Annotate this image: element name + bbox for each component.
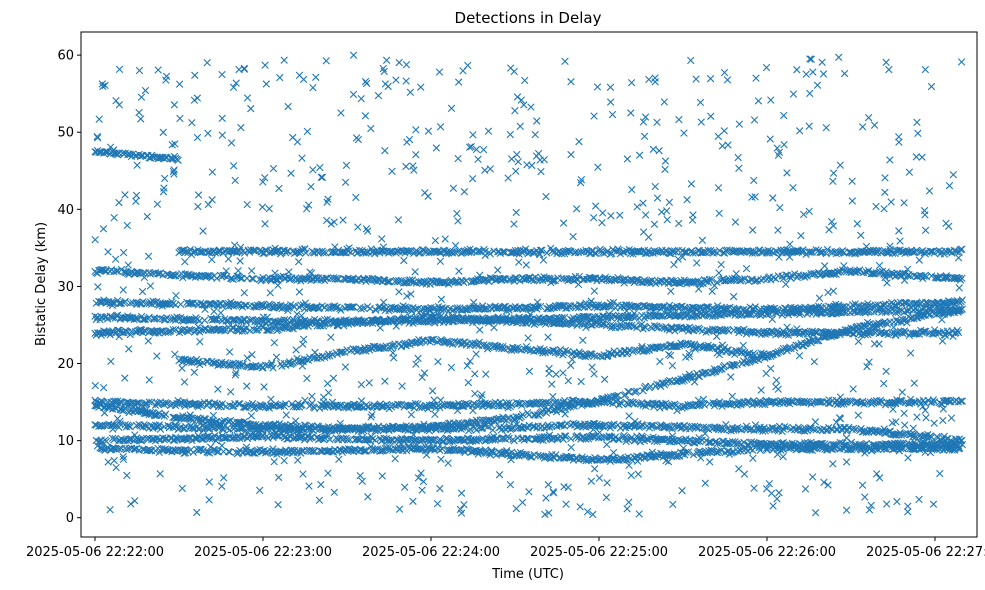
detection-point — [200, 415, 208, 423]
detection-point — [126, 423, 134, 431]
chart-title: Detections in Delay — [455, 9, 602, 27]
detection-point — [477, 424, 486, 433]
detection-point — [164, 421, 172, 430]
detection-point — [110, 421, 118, 429]
detection-point — [653, 423, 661, 432]
detection-point — [373, 426, 382, 435]
detection-point — [367, 425, 376, 433]
detection-point — [694, 372, 702, 380]
detection-point — [678, 377, 686, 385]
detection-point — [121, 420, 129, 429]
detection-point — [481, 422, 489, 430]
detection-point — [260, 422, 268, 431]
detection-point — [120, 406, 128, 414]
detection-point — [411, 426, 420, 434]
detection-point — [876, 320, 884, 329]
detection-point — [161, 410, 170, 418]
detection-point — [633, 387, 641, 395]
detection-point — [813, 337, 822, 345]
detection-point — [517, 412, 525, 421]
data-points — [91, 51, 966, 519]
detection-point — [701, 368, 710, 376]
detection-point — [516, 424, 525, 432]
detection-point — [523, 409, 532, 417]
detection-point — [371, 427, 379, 435]
detection-point — [317, 424, 325, 433]
detection-point — [665, 376, 674, 385]
detection-point — [801, 339, 809, 348]
detection-point — [545, 423, 554, 431]
detection-point — [155, 421, 163, 429]
detection-point — [489, 426, 497, 434]
detection-point — [309, 426, 318, 435]
detection-point — [895, 317, 903, 325]
detection-point — [518, 410, 527, 419]
detection-point — [814, 336, 823, 345]
detection-point — [649, 421, 657, 429]
detection-point — [730, 361, 739, 369]
detection-point — [298, 425, 306, 434]
detection-point — [783, 347, 791, 355]
detection-point — [484, 423, 492, 431]
detection-point — [646, 422, 655, 430]
detection-point — [692, 423, 700, 432]
